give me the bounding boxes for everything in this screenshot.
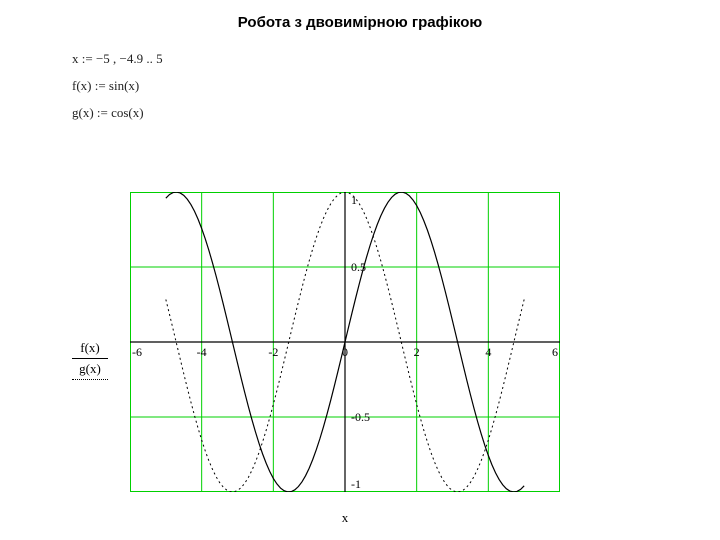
def-f: f(x) := sin(x) xyxy=(72,79,163,92)
svg-text:0: 0 xyxy=(342,345,348,359)
x-axis-label: x xyxy=(130,510,560,526)
svg-text:2: 2 xyxy=(414,345,420,359)
def-range: x := −5 , −4.9 .. 5 xyxy=(72,52,163,65)
page-title: Робота з двовимірною графікою xyxy=(0,0,720,31)
y-legend-g: g(x) xyxy=(72,361,108,380)
svg-text:-2: -2 xyxy=(268,345,278,359)
y-legend-f: f(x) xyxy=(72,340,108,359)
svg-text:-0.5: -0.5 xyxy=(351,410,370,424)
svg-text:4: 4 xyxy=(485,345,491,359)
def-g: g(x) := cos(x) xyxy=(72,106,163,119)
svg-text:-1: -1 xyxy=(351,477,361,491)
chart: -6 -4 -2 0 2 4 6 -1 -0.5 0.5 1 xyxy=(130,192,560,492)
svg-text:0.5: 0.5 xyxy=(351,260,366,274)
definitions-block: x := −5 , −4.9 .. 5 f(x) := sin(x) g(x) … xyxy=(72,52,163,133)
svg-text:1: 1 xyxy=(351,193,357,207)
y-legend: f(x) g(x) xyxy=(72,340,108,380)
chart-svg: -6 -4 -2 0 2 4 6 -1 -0.5 0.5 1 xyxy=(130,192,560,492)
svg-text:6: 6 xyxy=(552,345,558,359)
svg-text:-4: -4 xyxy=(197,345,207,359)
svg-text:-6: -6 xyxy=(132,345,142,359)
